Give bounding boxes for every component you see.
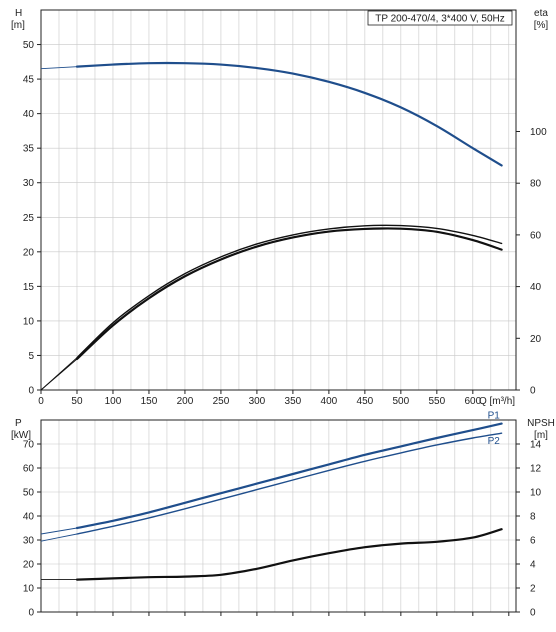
series-line-h-extrapolated — [40, 66, 78, 70]
right-axis-tick-label: 0 — [530, 608, 536, 619]
x-axis-tick-label: 200 — [177, 396, 194, 407]
left-axis-tick-label: 5 — [28, 351, 34, 362]
right-axis-label: NPSH — [527, 418, 555, 429]
right-axis-tick-label: 100 — [530, 127, 547, 138]
series-line-p1 — [75, 422, 503, 530]
legend-label-p1: P1 — [488, 411, 501, 422]
right-axis-tick-label: 10 — [530, 488, 542, 499]
series-line-eta2-extrapolated — [40, 358, 78, 391]
left-axis-unit: [kW] — [11, 430, 31, 441]
left-axis-tick-label: 15 — [23, 282, 35, 293]
right-axis-unit: [m] — [534, 430, 548, 441]
left-axis-tick-label: 30 — [23, 178, 35, 189]
x-axis-tick-label: 150 — [141, 396, 158, 407]
chart-title-box — [367, 10, 513, 26]
series-line-p2-extrapolated — [40, 533, 78, 542]
right-axis-tick-label: 0 — [530, 386, 536, 397]
chart-title: TP 200-470/4, 3*400 V, 50Hz — [375, 14, 505, 25]
power-npsh-panel: 0 10 20 30 40 50 60 70 0 2 4 6 8 10 12 14 P[kW] NPSH[m] P1… — [11, 411, 555, 619]
series-line-h — [75, 61, 503, 167]
left-axis-tick-label: 0 — [28, 608, 34, 619]
right-axis-tick-label: 14 — [530, 440, 542, 451]
left-axis-tick-label: 45 — [23, 75, 35, 86]
series-line-eta1 — [76, 224, 503, 359]
left-axis-unit: [m] — [11, 20, 25, 31]
x-axis-tick-label: 50 — [71, 396, 83, 407]
left-axis-tick-label: 20 — [23, 247, 35, 258]
left-axis-tick-label: 20 — [23, 560, 35, 571]
x-axis-tick-label: 350 — [285, 396, 302, 407]
left-axis-tick-label: 10 — [23, 584, 35, 595]
right-axis-tick-label: 20 — [530, 334, 542, 345]
series-line-npsh — [75, 528, 503, 581]
x-axis-tick-label: 500 — [393, 396, 410, 407]
right-axis-unit: [%] — [534, 20, 549, 31]
left-axis-tick-label: 70 — [23, 440, 35, 451]
series-line-eta2 — [75, 227, 503, 361]
x-axis-tick-label: 100 — [105, 396, 122, 407]
x-axis-tick-label: 600 — [464, 396, 481, 407]
x-axis-tick-label: 250 — [213, 396, 230, 407]
right-axis-tick-label: 60 — [530, 230, 542, 241]
left-axis-label: P — [15, 418, 22, 429]
x-axis-tick-label: 300 — [249, 396, 266, 407]
left-axis-tick-label: 30 — [23, 536, 35, 547]
left-axis-tick-label: 25 — [23, 213, 35, 224]
right-axis-tick-label: 6 — [530, 536, 536, 547]
left-axis-label: H — [15, 8, 22, 19]
x-axis-tick-label: 400 — [321, 396, 338, 407]
plot-frame — [40, 9, 517, 391]
right-axis-tick-label: 8 — [530, 512, 536, 523]
right-axis-tick-label: 12 — [530, 464, 542, 475]
x-axis-tick-label: 550 — [428, 396, 445, 407]
left-axis-tick-label: 0 — [28, 386, 34, 397]
left-axis-tick-label: 35 — [23, 144, 35, 155]
left-axis-tick-label: 10 — [23, 316, 35, 327]
left-axis-tick-label: 50 — [23, 40, 35, 51]
x-axis-label: Q [m³/h] — [479, 396, 515, 407]
left-axis-tick-label: 60 — [23, 464, 35, 475]
right-axis-tick-label: 4 — [530, 560, 536, 571]
left-axis-tick-label: 40 — [23, 512, 35, 523]
series-line-p1-extrapolated — [40, 527, 78, 535]
right-axis-label: eta — [534, 8, 548, 19]
right-axis-tick-label: 80 — [530, 179, 542, 190]
right-axis-tick-label: 40 — [530, 282, 542, 293]
legend-label-p2: P2 — [488, 436, 501, 447]
left-axis-tick-label: 50 — [23, 488, 35, 499]
series-line-p2 — [76, 432, 503, 535]
right-axis-tick-label: 2 — [530, 584, 536, 595]
head-efficiency-panel: 05101520253035404550020406080100H[m]eta[… — [11, 8, 548, 407]
x-axis-tick-label: 450 — [357, 396, 374, 407]
left-axis-tick-label: 40 — [23, 109, 35, 120]
x-axis-tick-label: 0 — [38, 396, 44, 407]
